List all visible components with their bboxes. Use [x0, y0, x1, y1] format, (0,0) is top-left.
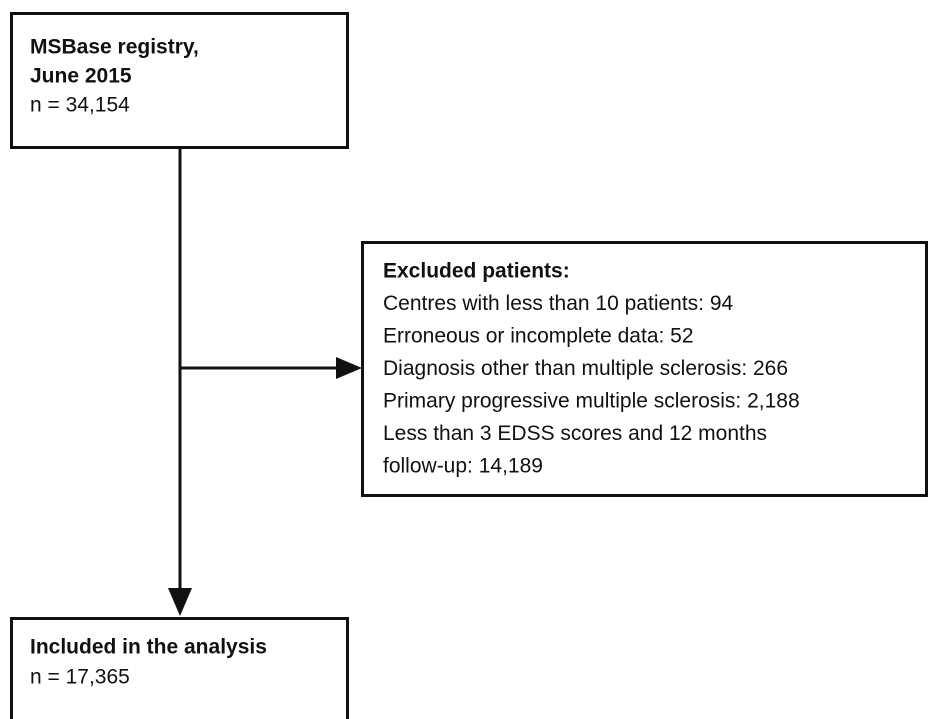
- node-text: Diagnosis other than multiple sclerosis:…: [383, 357, 788, 380]
- node-text: Primary progressive multiple sclerosis: …: [383, 390, 800, 413]
- node-text: Centres with less than 10 patients: 94: [383, 292, 734, 315]
- node-box: [10, 12, 349, 149]
- node-title: Excluded patients:: [383, 260, 570, 283]
- node-text: n = 17,365: [30, 666, 130, 689]
- node-text: follow-up: 14,189: [383, 455, 543, 478]
- arrow-head: [168, 588, 192, 616]
- node-text: Erroneous or incomplete data: 52: [383, 325, 694, 348]
- node-box: [361, 241, 928, 497]
- arrow-head: [336, 357, 362, 379]
- node-title: Included in the analysis: [30, 636, 267, 659]
- node-title: June 2015: [30, 65, 132, 88]
- node-text: n = 34,154: [30, 94, 130, 117]
- node-text: Less than 3 EDSS scores and 12 months: [383, 422, 767, 445]
- node-title: MSBase registry,: [30, 36, 199, 59]
- node-box: [10, 617, 349, 719]
